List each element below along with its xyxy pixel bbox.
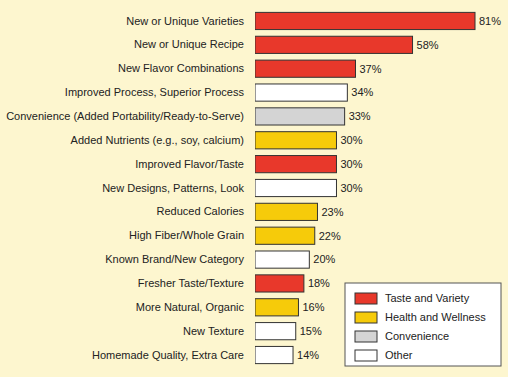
- data-label: 37%: [359, 63, 381, 75]
- tick: New or Unique Recipe: [134, 38, 244, 50]
- data-label: 20%: [313, 253, 335, 265]
- bar: [255, 251, 309, 268]
- category-label: New or Unique Recipe: [134, 38, 244, 50]
- bar: [255, 323, 296, 340]
- chart: New or Unique Varieties New or Unique Rec…: [0, 0, 508, 377]
- bar: [255, 227, 315, 244]
- category-label: New Flavor Combinations: [118, 62, 244, 74]
- category-label: Fresher Taste/Texture: [138, 277, 244, 289]
- tick: Improved Flavor/Taste: [135, 158, 244, 170]
- tick: New Texture: [183, 325, 244, 337]
- bar: [255, 203, 317, 220]
- tick: Improved Process, Superior Process: [65, 86, 245, 98]
- data-label: 23%: [321, 206, 343, 218]
- data-label: 34%: [351, 86, 373, 98]
- tick: Convenience (Added Portability/Ready-to-…: [6, 110, 244, 122]
- legend-swatch: [355, 350, 377, 361]
- legend-swatch: [355, 293, 377, 304]
- bar: [255, 299, 298, 316]
- legend-label: Health and Wellness: [385, 311, 486, 323]
- tick: Fresher Taste/Texture: [138, 277, 244, 289]
- category-label: Homemade Quality, Extra Care: [92, 349, 244, 361]
- bar: [255, 156, 336, 173]
- category-label: Improved Process, Superior Process: [65, 86, 245, 98]
- legend-box: [345, 283, 501, 366]
- bar: [255, 179, 336, 196]
- data-label: 58%: [417, 39, 439, 51]
- category-label: New Designs, Patterns, Look: [102, 182, 244, 194]
- category-label: Improved Flavor/Taste: [135, 158, 244, 170]
- tick: New Designs, Patterns, Look: [102, 182, 244, 194]
- bar: [255, 132, 336, 149]
- data-label: 81%: [479, 15, 501, 27]
- tick: Homemade Quality, Extra Care: [92, 349, 244, 361]
- data-label: 22%: [319, 230, 341, 242]
- bar: [255, 275, 304, 292]
- category-label: Added Nutrients (e.g., soy, calcium): [71, 134, 244, 146]
- bar: [255, 108, 345, 125]
- legend-swatch: [355, 331, 377, 342]
- legend-label: Convenience: [385, 330, 449, 342]
- data-label: 30%: [340, 182, 362, 194]
- tick: New Flavor Combinations: [118, 62, 244, 74]
- tick: Reduced Calories: [157, 205, 245, 217]
- tick: New or Unique Varieties: [126, 14, 244, 26]
- category-label: New Texture: [183, 325, 244, 337]
- legend-label: Taste and Variety: [385, 292, 470, 304]
- legend-swatch: [355, 312, 377, 323]
- tick: Known Brand/New Category: [105, 253, 244, 265]
- data-label: 14%: [297, 349, 319, 361]
- tick: High Fiber/Whole Grain: [129, 229, 244, 241]
- data-label: 30%: [340, 158, 362, 170]
- data-label: 15%: [300, 325, 322, 337]
- bar: [255, 84, 347, 101]
- bar: [255, 346, 293, 363]
- category-label: Known Brand/New Category: [105, 253, 244, 265]
- data-label: 30%: [340, 134, 362, 146]
- tick: More Natural, Organic: [136, 301, 245, 313]
- category-axis: New or Unique Varieties New or Unique Rec…: [6, 14, 244, 360]
- bar: [255, 12, 475, 29]
- data-label: 18%: [308, 277, 330, 289]
- legend-label: Other: [385, 349, 413, 361]
- category-label: High Fiber/Whole Grain: [129, 229, 244, 241]
- data-label: 16%: [302, 301, 324, 313]
- bar: [255, 36, 413, 53]
- category-label: More Natural, Organic: [136, 301, 245, 313]
- tick: Added Nutrients (e.g., soy, calcium): [71, 134, 244, 146]
- category-label: Convenience (Added Portability/Ready-to-…: [6, 110, 244, 122]
- category-label: Reduced Calories: [157, 205, 245, 217]
- data-label: 33%: [349, 110, 371, 122]
- bar: [255, 60, 355, 77]
- category-label: New or Unique Varieties: [126, 14, 244, 26]
- legend: Taste and Variety Health and Wellness Conv…: [345, 283, 501, 366]
